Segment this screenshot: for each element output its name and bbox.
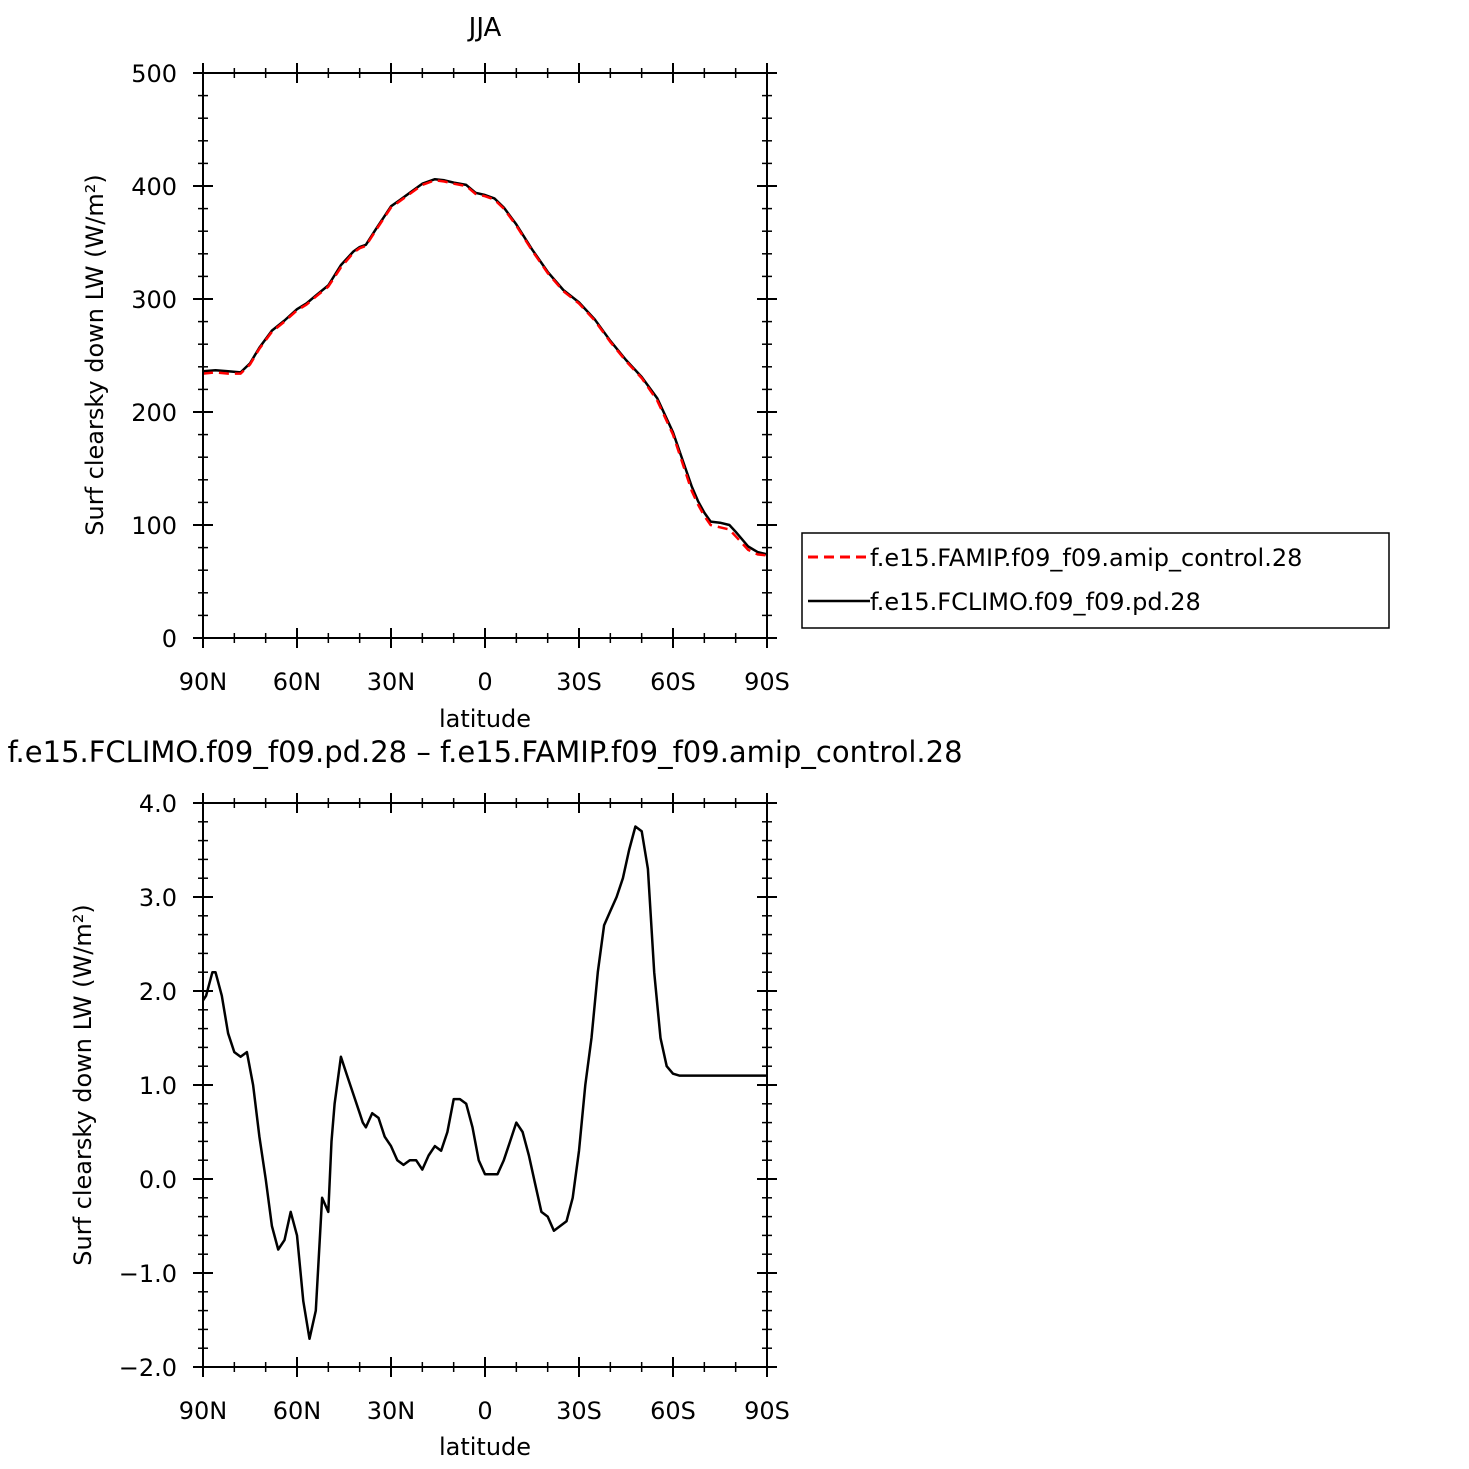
bottom-chart-y-axis-label: Surf clearsky down LW (W/m²) xyxy=(69,904,97,1265)
bottom-x-tick-label: 90S xyxy=(744,1397,790,1425)
top-chart-x-tick-labels: 90N 60N 30N 0 30S 60S 90S xyxy=(179,668,790,696)
top-chart-title: JJA xyxy=(467,13,502,43)
bottom-y-tick-label: 4.0 xyxy=(139,790,177,818)
bottom-y-tick-label: 0.0 xyxy=(139,1166,177,1194)
legend-entry-fclimo: f.e15.FCLIMO.f09_f09.pd.28 xyxy=(870,588,1201,616)
bottom-x-tick-label: 30N xyxy=(367,1397,416,1425)
top-x-tick-label: 0 xyxy=(477,668,492,696)
bottom-x-tick-label: 60N xyxy=(273,1397,322,1425)
top-y-tick-label: 100 xyxy=(131,512,177,540)
top-chart-lines xyxy=(202,177,768,557)
bottom-x-tick-label: 60S xyxy=(650,1397,696,1425)
top-x-tick-label: 90N xyxy=(179,668,228,696)
top-y-tick-label: 200 xyxy=(131,399,177,427)
bottom-chart-title: f.e15.FCLIMO.f09_f09.pd.28 – f.e15.FAMIP… xyxy=(7,735,962,769)
bottom-chart-plot-frame xyxy=(202,802,768,1368)
top-chart-ticks xyxy=(193,63,777,648)
top-chart: JJA 90N 60N 30N 0 30S 60S 90S 0 100 200 300 400 500… xyxy=(81,13,1390,733)
top-x-tick-label: 60S xyxy=(650,668,696,696)
legend-box xyxy=(801,532,1390,629)
top-y-tick-label: 300 xyxy=(131,286,177,314)
top-chart-x-axis-label: latitude xyxy=(439,705,531,733)
top-x-tick-label: 30N xyxy=(367,668,416,696)
bottom-chart-x-tick-labels: 90N 60N 30N 0 30S 60S 90S xyxy=(179,1397,790,1425)
bottom-x-tick-label: 30S xyxy=(556,1397,602,1425)
top-series-line-0 xyxy=(202,179,768,557)
top-x-tick-label: 90S xyxy=(744,668,790,696)
top-chart-plot-frame xyxy=(202,72,768,639)
bottom-chart: f.e15.FCLIMO.f09_f09.pd.28 – f.e15.FAMIP… xyxy=(7,735,962,1461)
bottom-chart-x-axis-label: latitude xyxy=(439,1433,531,1461)
top-y-tick-label: 500 xyxy=(131,60,177,88)
top-chart-y-axis-label: Surf clearsky down LW (W/m²) xyxy=(81,174,109,535)
bottom-x-tick-label: 0 xyxy=(477,1397,492,1425)
bottom-chart-y-tick-labels: −2.0 −1.0 0.0 1.0 2.0 3.0 4.0 xyxy=(119,790,177,1382)
bottom-series-line-0 xyxy=(201,825,767,1341)
top-y-tick-label: 0 xyxy=(162,625,177,653)
bottom-y-tick-label: 1.0 xyxy=(139,1072,177,1100)
bottom-x-tick-label: 90N xyxy=(179,1397,228,1425)
top-x-tick-label: 30S xyxy=(556,668,602,696)
bottom-y-tick-label: −1.0 xyxy=(119,1260,177,1288)
bottom-y-tick-label: 3.0 xyxy=(139,884,177,912)
legend-entry-amip: f.e15.FAMIP.f09_f09.amip_control.28 xyxy=(870,544,1302,572)
bottom-chart-lines xyxy=(201,825,767,1341)
top-x-tick-label: 60N xyxy=(273,668,322,696)
bottom-y-tick-label: −2.0 xyxy=(119,1354,177,1382)
bottom-y-tick-label: 2.0 xyxy=(139,978,177,1006)
top-series-line-1 xyxy=(202,177,768,556)
top-chart-y-tick-labels: 0 100 200 300 400 500 xyxy=(131,60,177,653)
top-chart-legend: f.e15.FAMIP.f09_f09.amip_control.28 f.e1… xyxy=(801,532,1390,629)
bottom-chart-ticks xyxy=(193,793,777,1377)
top-y-tick-label: 400 xyxy=(131,173,177,201)
